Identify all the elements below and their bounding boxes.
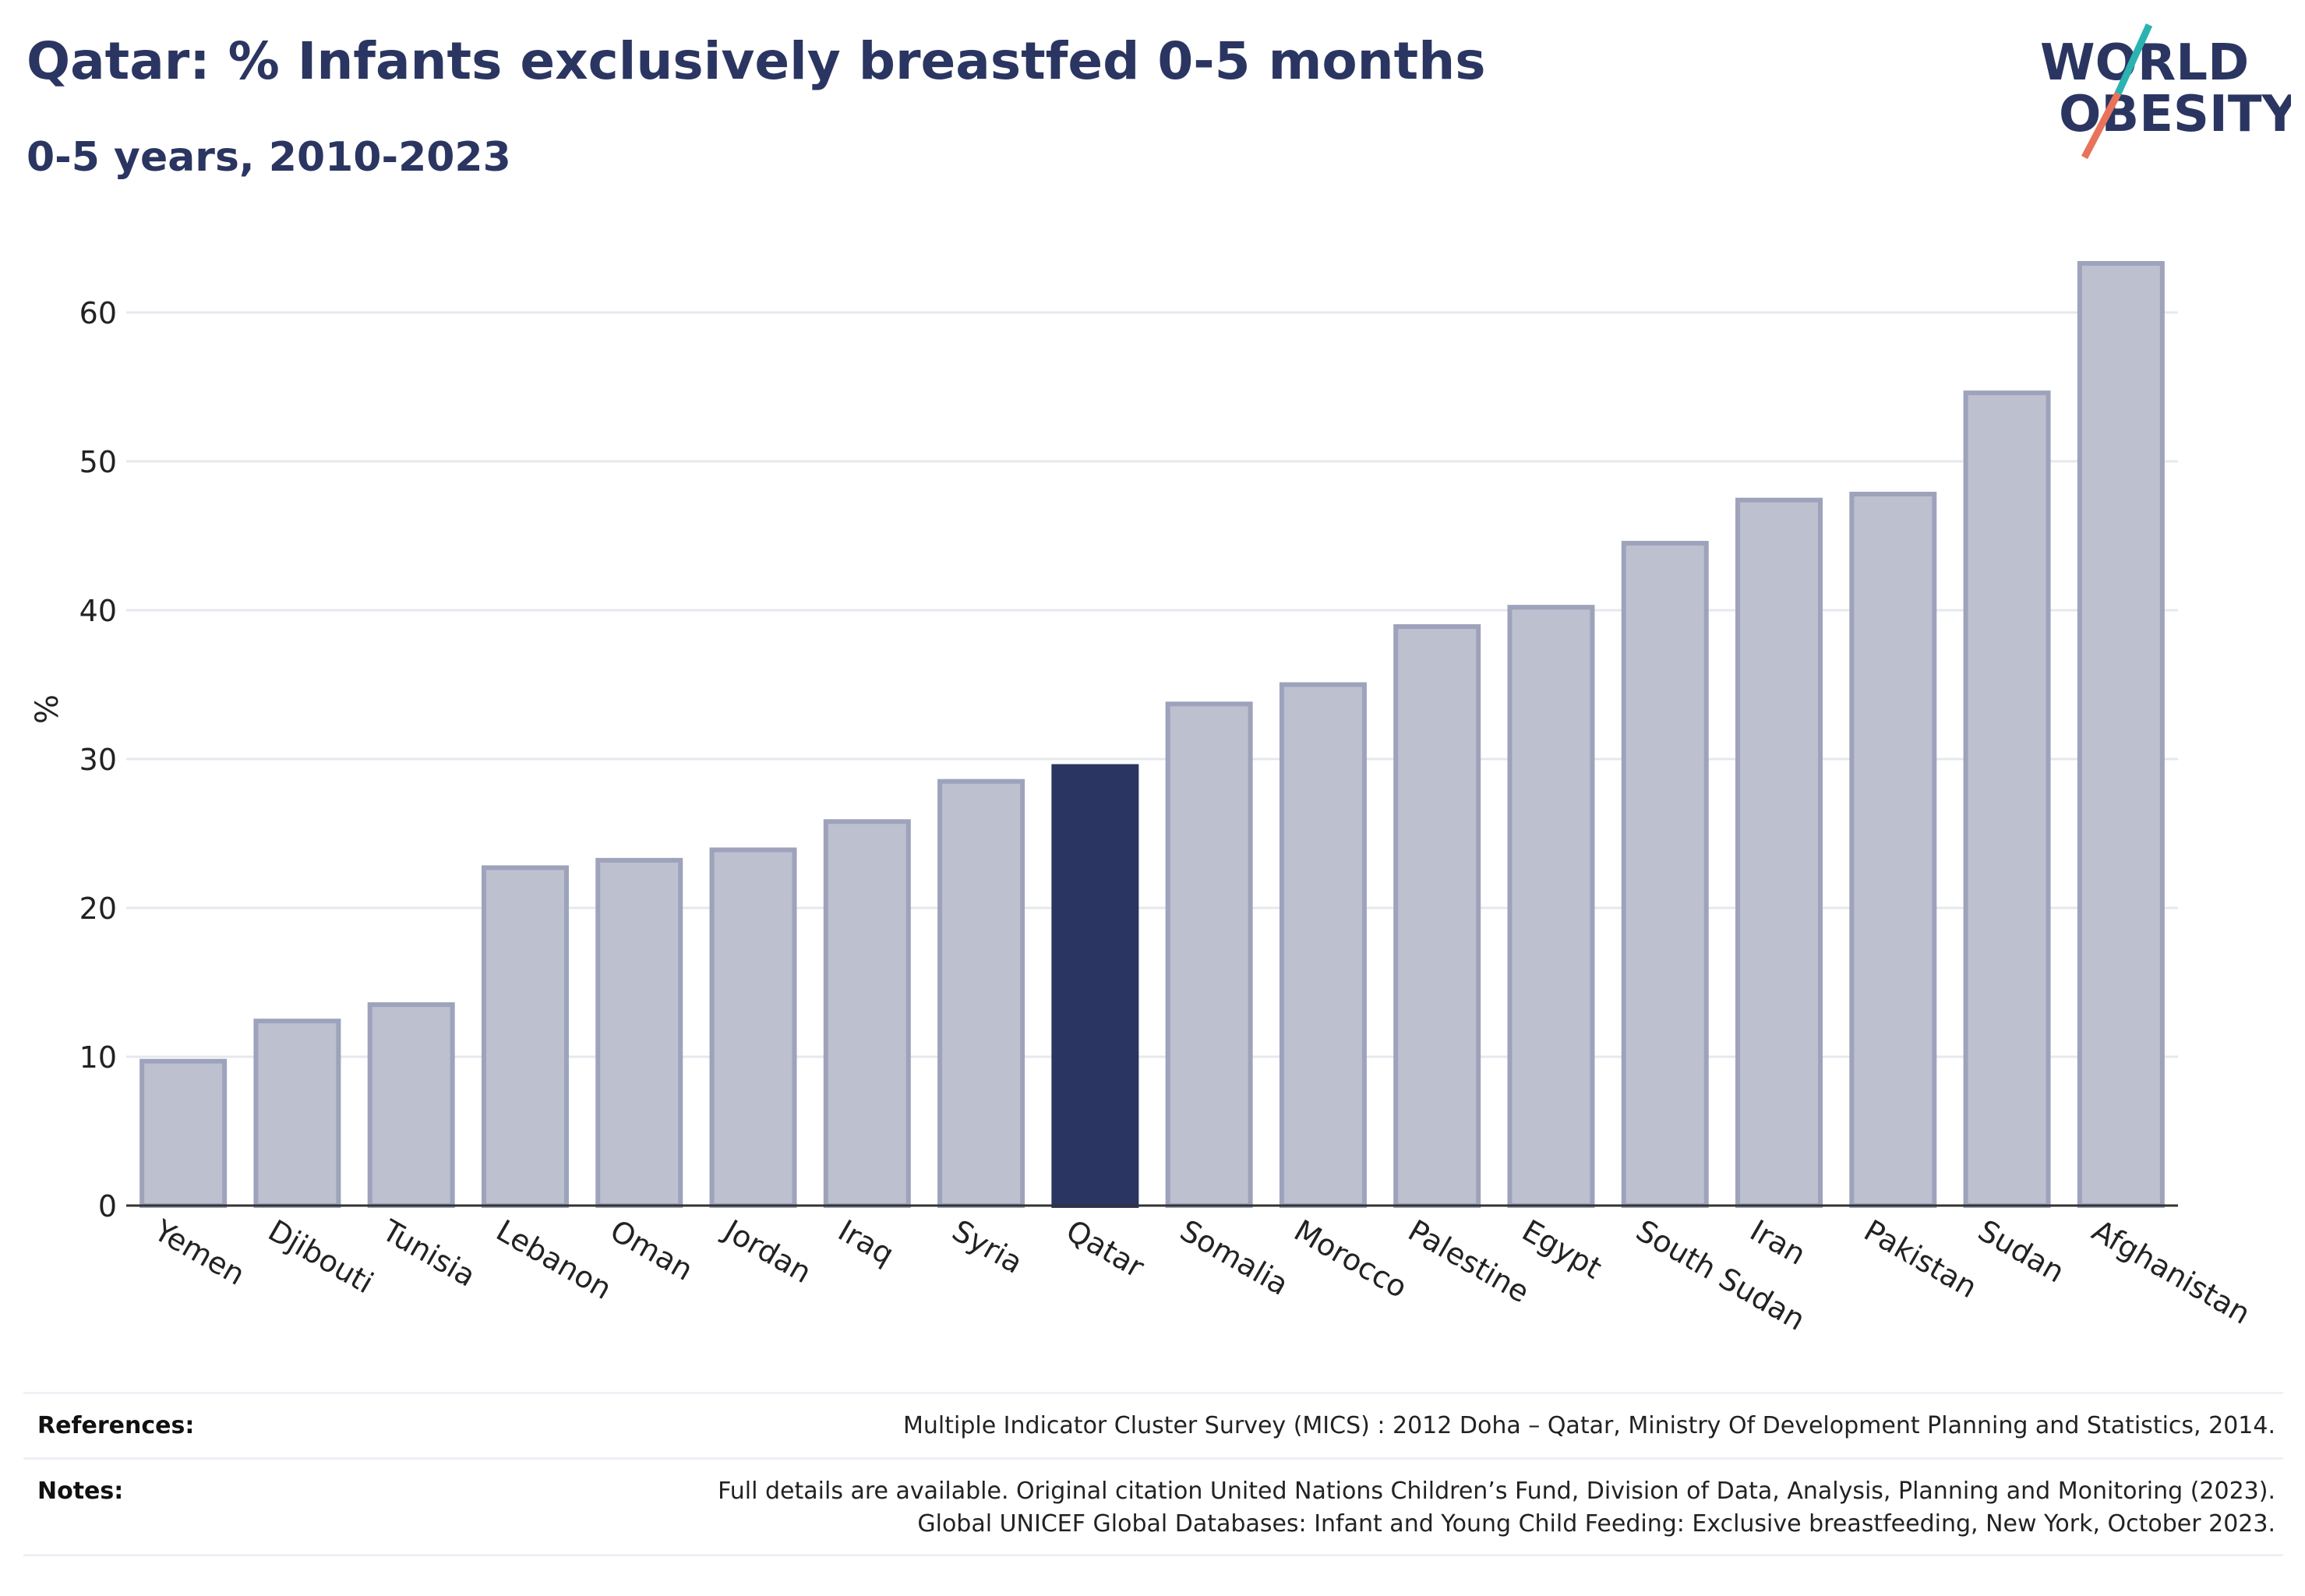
footer-divider-bottom <box>23 1554 2283 1556</box>
bar-afghanistan <box>2077 260 2165 1209</box>
bar-lebanon <box>481 865 569 1209</box>
x-tick-label: Iraq <box>832 1213 899 1272</box>
bar-sudan <box>1963 390 2051 1208</box>
x-tick-label: Palestine <box>1403 1213 1535 1310</box>
x-tick-label: Iran <box>1745 1213 1812 1272</box>
y-tick-label: 20 <box>79 892 117 926</box>
chart-title: Qatar: % Infants exclusively breastfed 0… <box>26 31 1486 91</box>
x-tick-label: Tunisia <box>376 1213 481 1294</box>
bar-jordan <box>709 847 797 1208</box>
footer-divider-middle <box>23 1457 2283 1460</box>
x-tick-label: Qatar <box>1061 1213 1150 1285</box>
footer-divider-top <box>23 1392 2283 1394</box>
y-tick-label: 30 <box>79 743 117 777</box>
x-tick-label: Egypt <box>1516 1213 1608 1286</box>
x-tick-label: Syria <box>947 1213 1029 1280</box>
bar-somalia <box>1165 701 1253 1208</box>
bar-south-sudan <box>1621 541 1709 1208</box>
x-tick-label: Djibouti <box>263 1213 379 1301</box>
notes-line-2: Global UNICEF Global Databases: Infant a… <box>917 1510 2275 1538</box>
y-axis-label: % <box>30 694 65 724</box>
bar-oman <box>595 857 683 1208</box>
x-tick-label: Somalia <box>1174 1213 1294 1302</box>
notes-label: Notes: <box>37 1478 124 1505</box>
footer-notes: Notes: Full details are available. Origi… <box>23 1478 2283 1555</box>
x-tick-label: Afghanistan <box>2086 1213 2256 1331</box>
world-obesity-logo: WORLD OBESITY <box>2040 23 2291 160</box>
y-tick-label: 40 <box>79 594 117 628</box>
notes-line-1: Full details are available. Original cit… <box>718 1478 2275 1505</box>
x-tick-label: Sudan <box>1972 1213 2070 1290</box>
y-tick-labels: 0 10 20 30 40 50 60 <box>79 296 117 1223</box>
y-tick-label: 60 <box>79 296 117 330</box>
bar-qatar <box>1051 764 1139 1208</box>
x-tick-label: Yemen <box>148 1213 251 1292</box>
y-tick-label: 50 <box>79 445 117 479</box>
chart-subtitle: 0-5 years, 2010-2023 <box>26 134 511 181</box>
x-tick-label: Oman <box>605 1213 699 1287</box>
bar-djibouti <box>253 1019 341 1209</box>
y-tick-label: 10 <box>79 1040 117 1075</box>
bar-tunisia <box>367 1002 455 1209</box>
footer-references: References: Multiple Indicator Cluster S… <box>23 1412 2283 1451</box>
bar-syria <box>937 779 1025 1208</box>
bar-iraq <box>823 819 911 1208</box>
logo-slash-teal <box>2114 23 2153 95</box>
bar-palestine <box>1393 624 1481 1208</box>
x-tick-label: Jordan <box>717 1213 817 1291</box>
bars <box>139 260 2165 1209</box>
y-tick-label: 0 <box>98 1189 117 1223</box>
x-tick-label: Lebanon <box>490 1213 617 1306</box>
logo-text-world: WORLD <box>2040 34 2249 92</box>
x-tick-label: Morocco <box>1288 1213 1413 1305</box>
references-text: Multiple Indicator Cluster Survey (MICS)… <box>902 1412 2275 1439</box>
bar-morocco <box>1279 682 1367 1208</box>
bar-pakistan <box>1849 492 1937 1208</box>
grid-lines <box>126 311 2178 1058</box>
references-label: References: <box>37 1412 195 1439</box>
bar-egypt <box>1507 605 1595 1208</box>
logo-slash-coral <box>2081 91 2121 160</box>
bar-iran <box>1735 497 1823 1208</box>
bar-yemen <box>139 1058 228 1208</box>
x-tick-label: Pakistan <box>1858 1213 1983 1305</box>
